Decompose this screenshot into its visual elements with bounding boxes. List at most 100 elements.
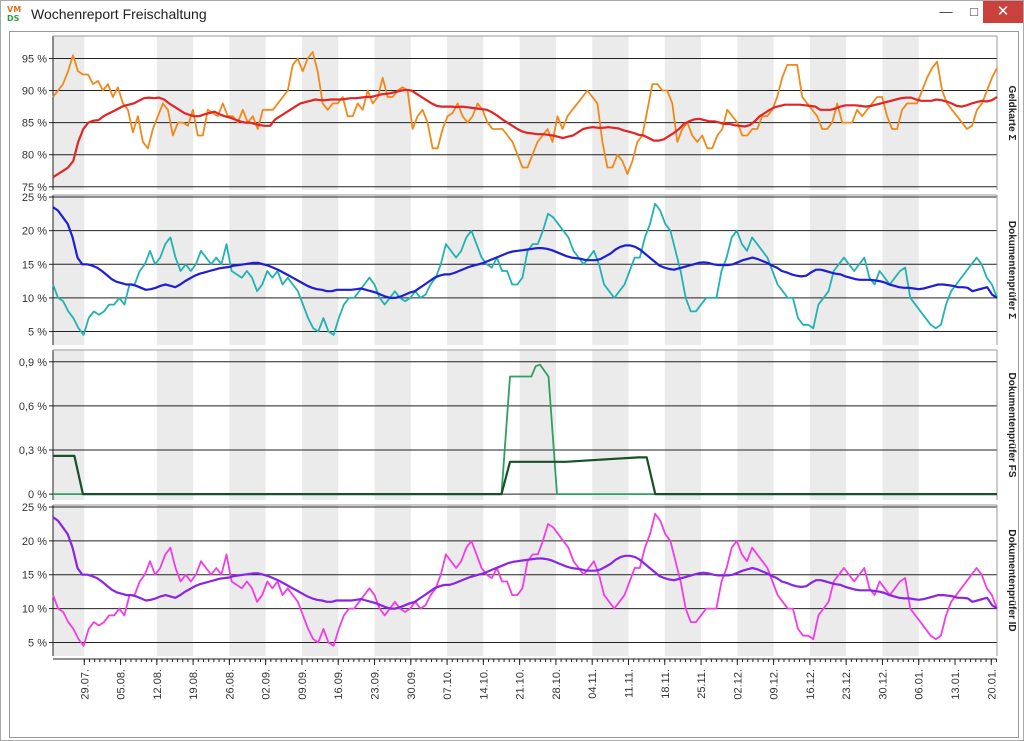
weekend-band: [809, 350, 847, 500]
y-tick-label: 15 %: [22, 259, 47, 271]
weekend-band: [156, 36, 194, 190]
x-tick-label: 09.12.: [769, 669, 781, 700]
y-tick-label: 10 %: [22, 604, 47, 616]
series-line: [52, 206, 998, 299]
x-tick-label: 23.09.: [370, 669, 382, 700]
weekend-band: [592, 195, 629, 345]
vmds-logo-icon: VM DS: [7, 5, 25, 23]
y-tick-label: 25 %: [22, 502, 47, 514]
y-tick-label: 95 %: [22, 53, 47, 65]
weekend-band: [737, 505, 774, 656]
x-tick-label: 14.10.: [478, 669, 490, 700]
y-tick-label: 10 %: [22, 293, 47, 305]
x-tick-label: 09.09.: [297, 669, 309, 700]
weekend-band: [374, 350, 411, 500]
x-tick-label: 02.12.: [732, 669, 744, 700]
weekend-band: [737, 36, 774, 190]
x-tick-label: 20.01.: [986, 669, 998, 700]
weekend-band: [229, 505, 266, 656]
weekend-band: [882, 350, 919, 500]
x-tick-label: 13.01.: [950, 669, 962, 700]
series-line: [52, 512, 998, 647]
y-tick-label: 20 %: [22, 226, 47, 238]
logo-text-bottom: DS: [7, 14, 20, 23]
window-title: Wochenreport Freischaltung: [31, 6, 207, 22]
x-tick-label: 11.11.: [623, 669, 635, 698]
weekend-band: [519, 350, 556, 500]
y-tick-label: 0 %: [28, 489, 47, 501]
x-tick-label: 28.10.: [551, 669, 563, 700]
weekend-band: [156, 350, 194, 500]
x-tick-label: 25.11.: [696, 669, 708, 699]
x-tick-label: 21.10.: [515, 669, 527, 700]
chart-svg: 95 % 90 % 85 % 80 % 75 % Geldkarte Σ 25 % 20 % 1…: [19, 35, 1017, 700]
y-tick-label: 0,9 %: [19, 357, 47, 369]
weekend-band: [664, 36, 702, 190]
y-tick-label: 0,6 %: [19, 401, 47, 413]
x-tick-label: 23.12.: [841, 669, 853, 700]
weekend-band: [519, 195, 556, 345]
weekend-band: [53, 36, 85, 190]
y-tick-label: 25 %: [22, 192, 47, 204]
x-tick-label: 07.10.: [442, 669, 454, 700]
weekend-band: [374, 505, 411, 656]
x-tick-label: 06.01.: [914, 669, 926, 700]
y-tick-label: 20 %: [22, 536, 47, 548]
title-bar: VM DS Wochenreport Freischaltung — □ ✕: [1, 1, 1023, 27]
weekend-band: [301, 36, 339, 190]
close-button[interactable]: ✕: [983, 1, 1023, 23]
weekend-band: [592, 350, 629, 500]
x-tick-label: 30.12.: [877, 669, 889, 700]
series-line: [52, 88, 998, 179]
x-tick-label: 05.08.: [116, 669, 128, 700]
weekend-band: [301, 505, 339, 656]
series-line: [52, 51, 998, 175]
maximize-button[interactable]: □: [970, 4, 978, 19]
y-tick-label: 85 %: [22, 118, 47, 130]
x-tick-label: 18.11.: [660, 669, 672, 699]
y-tick-label: 75 %: [22, 182, 47, 194]
x-tick-label: 04.11.: [587, 669, 599, 699]
series-line: [52, 202, 998, 336]
logo-text-top: VM: [7, 5, 22, 14]
weekend-band: [229, 195, 266, 345]
y-tick-label: 0,3 %: [19, 445, 47, 457]
x-tick-label: 02.09.: [261, 669, 273, 700]
y-tick-label: 5 %: [28, 637, 47, 649]
chart-area: 95 % 90 % 85 % 80 % 75 % Geldkarte Σ 25 % 20 % 1…: [9, 31, 1019, 738]
y-tick-label: 90 %: [22, 86, 47, 98]
series-line: [53, 454, 997, 496]
weekend-band: [229, 350, 266, 500]
weekend-band: [374, 195, 411, 345]
x-tick-label: 12.08.: [152, 669, 164, 700]
panel-axis-label: Dokumentenprüfer ID: [1006, 529, 1017, 631]
weekend-band: [301, 350, 339, 500]
weekend-band: [519, 36, 556, 190]
x-tick-label: 30.09.: [406, 669, 418, 700]
weekend-band: [53, 505, 85, 656]
panel-axis-label: Dokumentenprüfer Σ: [1006, 221, 1017, 319]
weekend-band: [374, 36, 411, 190]
weekend-band: [156, 505, 194, 656]
weekend-band: [592, 505, 629, 656]
weekend-band: [156, 195, 194, 345]
series-line: [53, 363, 997, 495]
x-tick-label: 16.09.: [333, 669, 345, 700]
weekend-band: [737, 350, 774, 500]
weekend-band: [229, 36, 266, 190]
weekend-band: [447, 350, 484, 500]
minimize-button[interactable]: —: [939, 4, 953, 19]
x-tick-label: 29.07.: [79, 669, 91, 700]
series-line: [52, 516, 998, 610]
weekend-band: [737, 195, 774, 345]
x-tick-label: 26.08.: [224, 669, 236, 700]
weekend-band: [53, 195, 85, 345]
weekend-band: [301, 195, 339, 345]
y-tick-label: 15 %: [22, 570, 47, 582]
y-tick-label: 80 %: [22, 150, 47, 162]
panel-axis-label: Dokumentenprüfer FS: [1006, 372, 1017, 477]
y-tick-label: 5 %: [28, 327, 47, 339]
weekend-band: [447, 195, 484, 345]
weekend-band: [519, 505, 556, 656]
